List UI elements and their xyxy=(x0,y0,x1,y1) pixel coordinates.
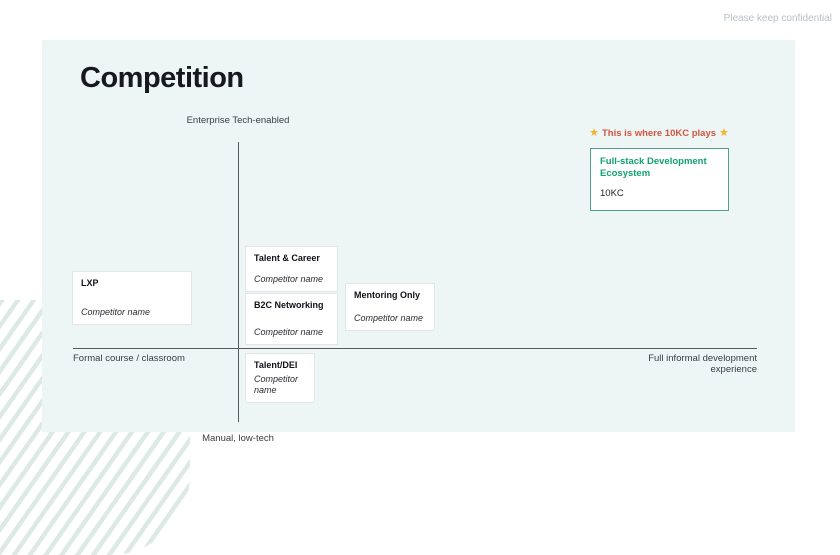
competitor-title: Talent/DEI xyxy=(254,360,298,370)
competitor-title: B2C Networking xyxy=(254,300,324,310)
competitor-name: Competitor name xyxy=(254,327,324,338)
competitor-name: Competitor name xyxy=(81,307,151,318)
competitor-name: Competitor name xyxy=(254,374,299,396)
star-icon: ★ xyxy=(719,127,729,139)
highlight-box-10kc: Full-stack Development Ecosystem 10KC xyxy=(590,148,729,211)
star-icon: ★ xyxy=(589,127,599,139)
competitor-box-talent-career: Talent & Career Competitor name xyxy=(245,246,338,292)
competitor-box-lxp: LXP Competitor name xyxy=(72,271,192,325)
highlight-box-title: Full-stack Development Ecosystem xyxy=(600,156,707,179)
axis-label-bottom: Manual, low-tech xyxy=(202,433,274,444)
axis-label-top: Enterprise Tech-enabled xyxy=(186,115,290,126)
competitor-box-mentoring-only: Mentoring Only Competitor name xyxy=(345,283,435,331)
page-title: Competition xyxy=(80,62,244,94)
axis-label-left: Formal course / classroom xyxy=(73,353,185,364)
horizontal-axis-line xyxy=(73,348,757,349)
axis-label-right: Full informal development experience xyxy=(648,353,757,376)
confidential-note: Please keep confidential xyxy=(723,13,832,24)
callout-10kc: ★ This is where 10KC plays ★ xyxy=(559,126,759,139)
competitor-title: LXP xyxy=(81,278,99,288)
callout-text: This is where 10KC plays xyxy=(601,128,717,139)
competitor-title: Mentoring Only xyxy=(354,290,420,300)
competitor-name: Competitor name xyxy=(254,274,324,285)
slide-card: Competition Enterprise Tech-enabled Form… xyxy=(42,40,795,432)
competitor-box-talent-dei: Talent/DEI Competitor name xyxy=(245,353,315,403)
vertical-axis-line xyxy=(238,142,239,422)
highlight-box-name: 10KC xyxy=(600,187,624,199)
competitor-name: Competitor name xyxy=(354,313,424,324)
competitor-box-b2c-networking: B2C Networking Competitor name xyxy=(245,293,338,345)
competitor-title: Talent & Career xyxy=(254,253,320,263)
